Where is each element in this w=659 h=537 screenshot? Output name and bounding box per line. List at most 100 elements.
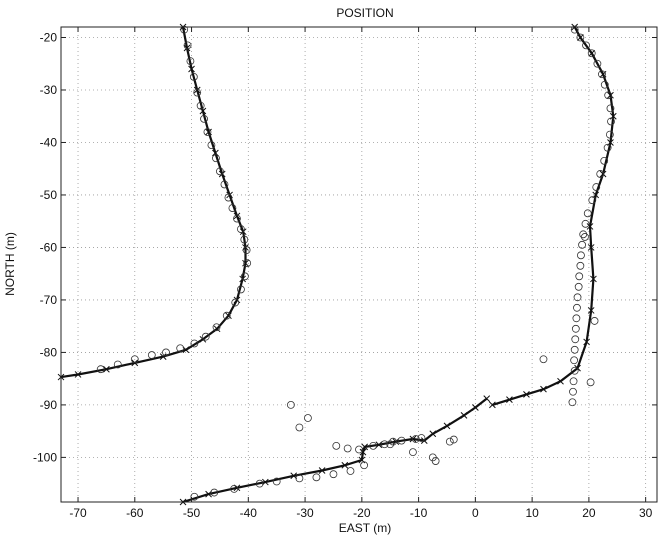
x-marker [443,422,451,430]
x-marker [429,430,437,438]
circle-marker [576,261,585,270]
series-4 [489,23,617,409]
x-tick-label: -40 [240,506,258,520]
circle-marker [212,154,220,163]
x-marker [523,391,530,398]
circle-marker [397,436,406,445]
x-tick-label: 0 [472,506,479,520]
circle-marker [180,25,189,34]
circle-marker [571,324,580,333]
circle-marker [573,293,582,302]
x-marker [483,395,491,402]
y-tick-label: -50 [40,188,58,202]
circle-marker [581,233,589,241]
circle-marker [386,440,395,449]
circle-marker [243,259,252,268]
x-marker [506,396,513,404]
circle-marker [570,345,579,354]
circle-marker [572,314,581,323]
circle-marker [606,104,615,113]
circle-marker [600,80,609,89]
circle-marker [183,41,192,50]
x-tick-label: -30 [296,506,314,520]
y-tick-label: -70 [40,293,58,307]
x-marker [409,435,417,443]
circle-marker [570,366,579,375]
x-marker [472,404,479,411]
x-tick-label: 10 [525,506,539,520]
circle-marker [242,246,251,254]
circle-marker [220,180,229,189]
circle-marker [190,492,199,501]
x-marker [188,65,195,73]
circle-marker [222,311,231,320]
circle-marker [573,303,581,312]
circle-marker [240,235,249,244]
circle-marker [593,59,602,68]
y-tick-label: -90 [40,398,58,412]
circle-marker [237,285,245,294]
x-marker [588,49,596,57]
circle-marker [190,339,199,348]
circle-marker [312,473,321,482]
circle-marker [228,204,237,212]
series-1 [96,25,252,374]
circle-marker [224,193,233,202]
x-marker [183,44,191,52]
circle-marker [600,156,609,165]
circle-marker [210,488,219,497]
circle-marker [203,128,212,136]
circle-marker [588,196,597,205]
circle-marker [329,470,338,479]
grid-lines [61,27,657,502]
circle-marker [286,401,295,409]
x-marker [318,467,326,474]
circle-marker [272,477,281,486]
circle-marker [113,360,122,369]
axis-ticks: -70 -60 -50 -40 -30 -20 -10 0 10 20 30-20-30-40-50… [33,27,657,520]
circle-marker [578,240,586,249]
circle-marker [582,41,590,50]
circle-marker [581,219,590,228]
chart-title: POSITION [336,6,393,20]
x-marker [242,259,249,267]
x-marker [540,385,547,393]
circle-marker [189,72,198,81]
circle-marker [586,378,595,387]
circle-marker [579,230,588,239]
circle-marker [237,225,245,233]
trajectory-line [182,397,488,504]
circle-marker [196,101,205,110]
circle-marker [577,251,585,260]
y-tick-label: -30 [40,83,58,97]
x-tick-label: -50 [183,506,201,520]
x-tick-label: -60 [126,506,144,520]
x-marker [159,353,167,360]
x-marker [607,91,614,99]
plot-frame [60,26,658,503]
x-axis-label: EAST (m) [339,521,391,535]
circle-marker [604,91,613,100]
circle-marker [147,351,156,359]
circle-marker [200,114,208,123]
x-tick-label: 20 [582,506,596,520]
circle-marker [212,323,221,332]
x-tick-label: -20 [353,506,371,520]
x-marker [489,401,496,409]
x-marker [341,461,349,469]
circle-marker [295,474,304,483]
y-axis-label: NORTH (m) [3,232,17,296]
x-tick-label: 30 [639,506,653,520]
circle-marker [575,272,584,281]
x-marker [587,307,595,314]
x-marker [599,170,607,178]
x-marker [233,212,241,220]
circle-marker [346,467,355,475]
y-tick-label: -100 [33,450,57,464]
circle-marker [445,437,454,446]
x-tick-label: -10 [410,506,428,520]
circle-marker [389,437,397,446]
x-marker [587,244,595,251]
series-group [57,23,617,506]
